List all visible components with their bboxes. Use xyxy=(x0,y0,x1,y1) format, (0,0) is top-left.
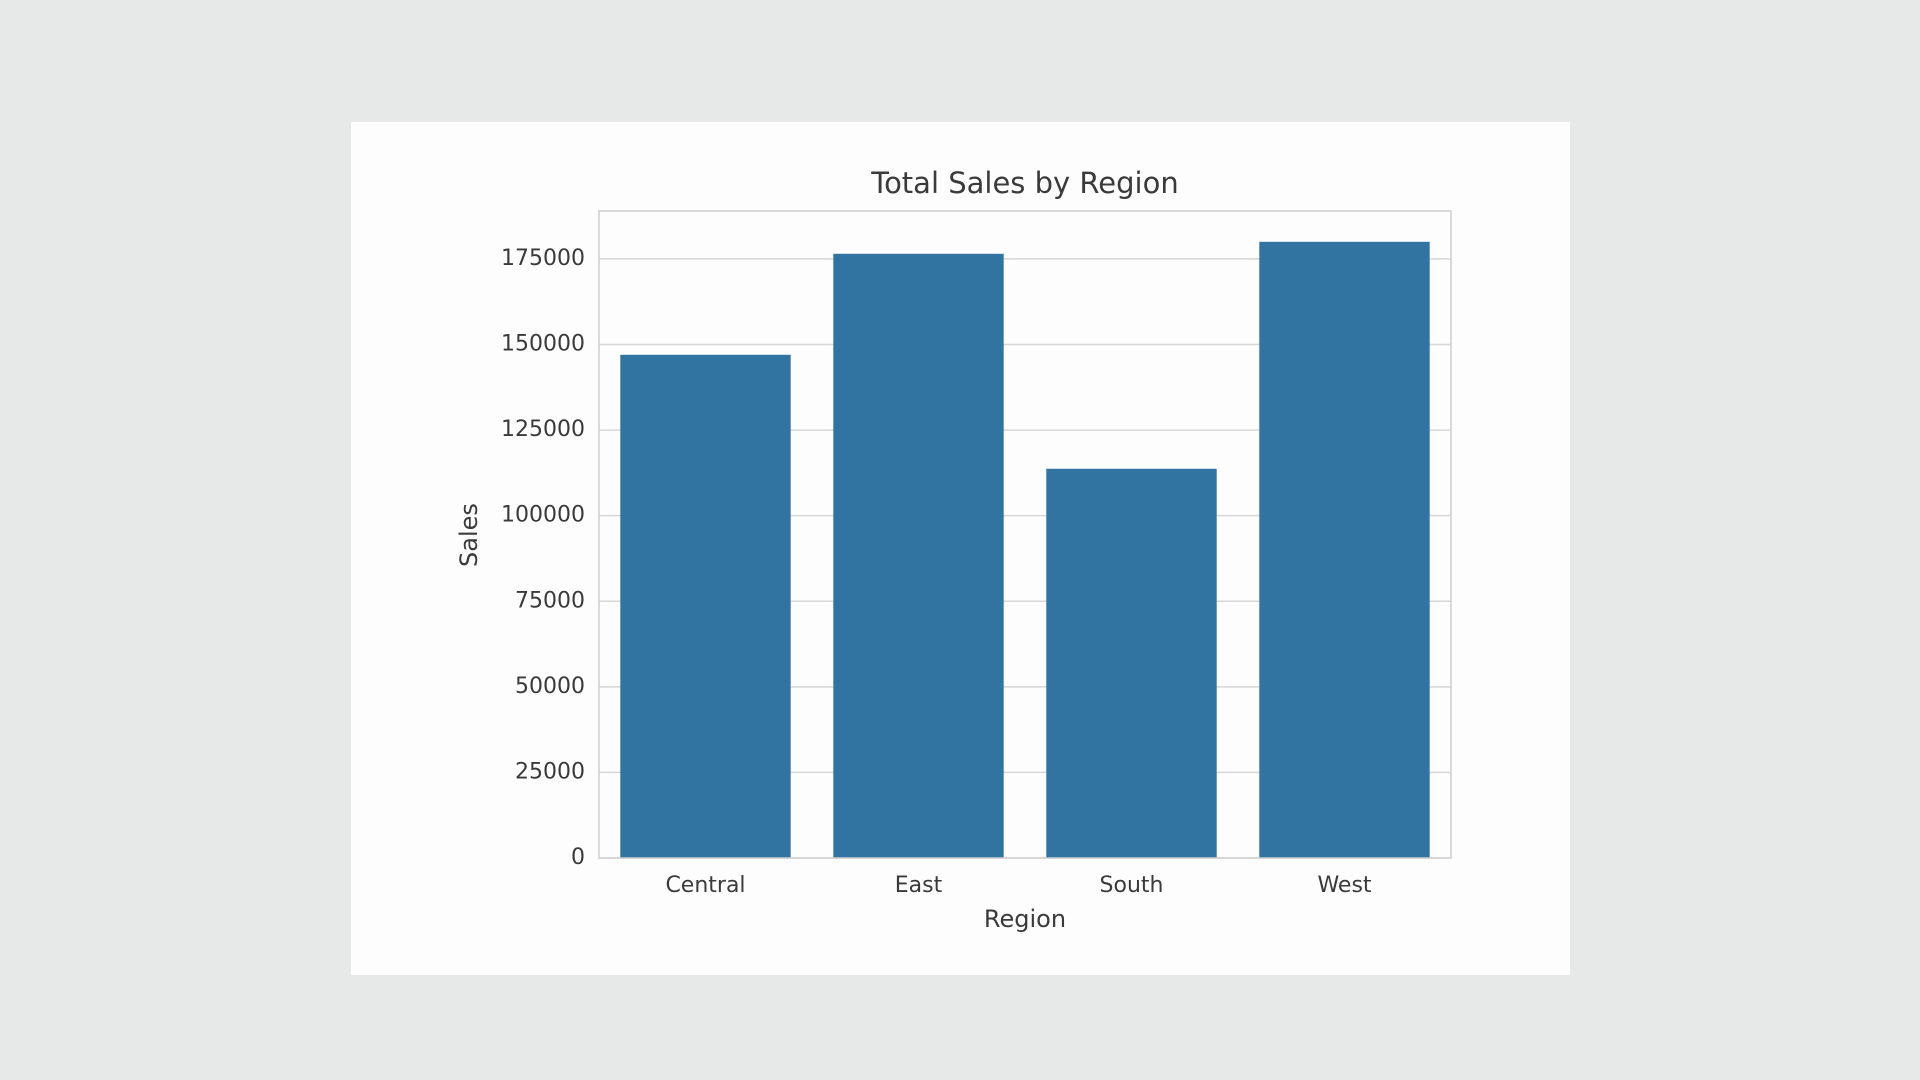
y-tick-label: 50000 xyxy=(515,674,585,699)
plot-frame xyxy=(598,210,1452,859)
y-tick-label: 75000 xyxy=(515,588,585,613)
x-tick-label: East xyxy=(895,873,943,898)
chart-title: Total Sales by Region xyxy=(870,166,1178,200)
x-tick-label: South xyxy=(1100,873,1164,898)
bar xyxy=(1259,241,1430,859)
x-tick-label: West xyxy=(1317,873,1371,898)
bar xyxy=(833,253,1004,858)
x-axis-label: Region xyxy=(984,905,1066,933)
y-tick-label: 125000 xyxy=(501,417,585,442)
y-axis-label: Sales xyxy=(455,503,483,567)
y-tick-label: 100000 xyxy=(501,503,585,528)
y-tick-label: 175000 xyxy=(501,246,585,271)
bar xyxy=(620,354,791,858)
x-tick-label: Central xyxy=(665,873,745,898)
y-tick-label: 0 xyxy=(571,845,585,870)
y-tick-label: 150000 xyxy=(501,332,585,357)
bar xyxy=(1046,468,1217,858)
y-tick-label: 25000 xyxy=(515,759,585,784)
